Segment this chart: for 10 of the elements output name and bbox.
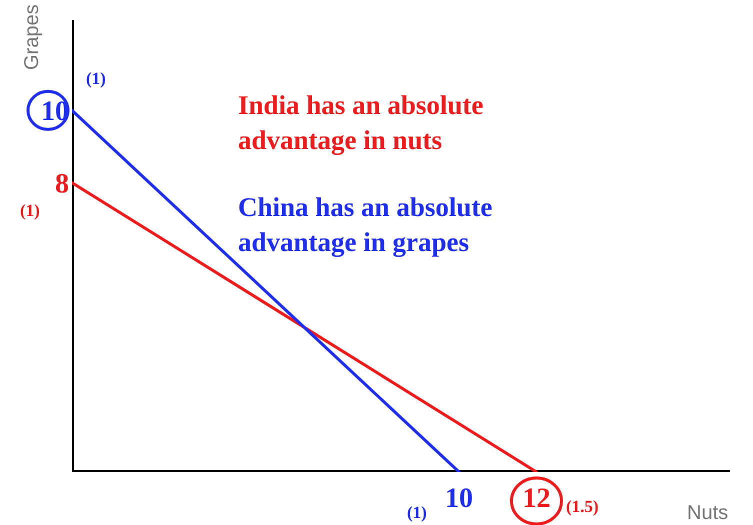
x-tick-label: 12 [522, 483, 550, 514]
annotation: China has an absolute advantage in grapes [238, 192, 492, 258]
y-axis-title: Grapes [21, 4, 43, 70]
annotation: India has an absolute advantage in nuts [238, 90, 484, 156]
annotation: (1) [20, 201, 40, 220]
y-tick-label: 8 [55, 168, 69, 200]
x-axis-title: Nuts [687, 502, 728, 524]
annotation: (1) [407, 503, 427, 522]
annotation: (1.5) [566, 497, 599, 516]
annotation: (1) [86, 69, 106, 88]
